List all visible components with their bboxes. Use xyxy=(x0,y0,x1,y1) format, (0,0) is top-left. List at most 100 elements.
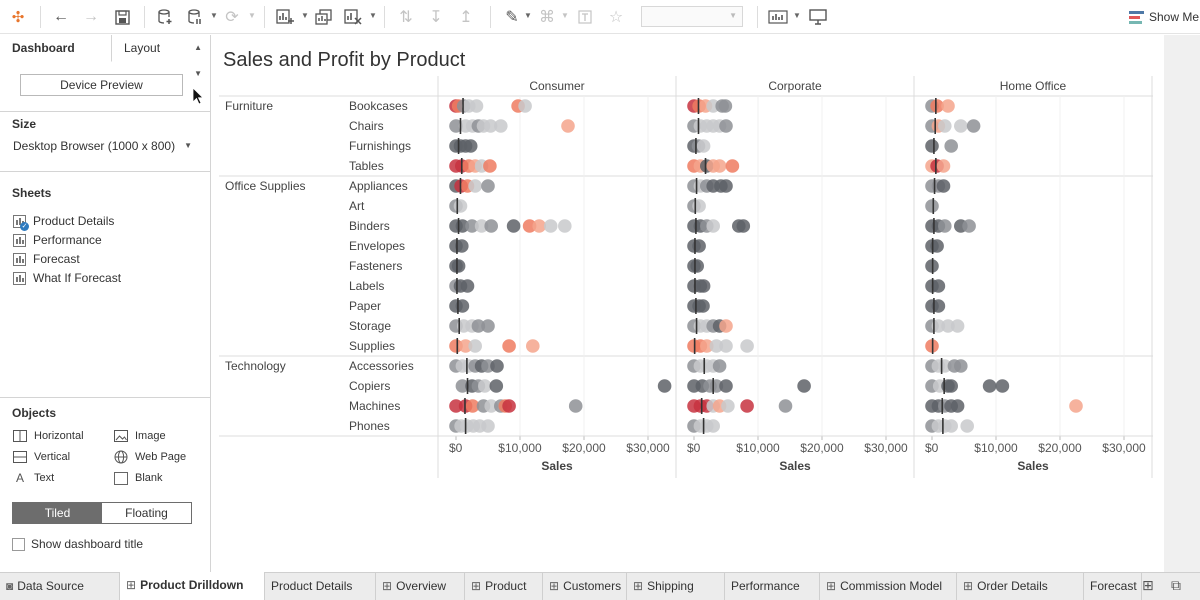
floating-button[interactable]: Floating xyxy=(102,503,191,523)
horizontal-container-icon xyxy=(13,430,27,443)
sheet-tab[interactable]: ⊞ Product xyxy=(465,573,543,600)
data-point xyxy=(931,299,946,313)
sheet-tab-label: Product xyxy=(485,579,527,593)
refresh-icon[interactable]: ⟳ xyxy=(225,9,239,26)
labels-icon[interactable] xyxy=(573,5,597,29)
duplicate-icon[interactable] xyxy=(312,5,336,29)
sheet-item-product-details[interactable]: ✓ Product Details xyxy=(13,212,114,231)
sort-ascending-icon[interactable]: ↧ xyxy=(429,9,443,26)
new-datasource-icon[interactable] xyxy=(153,5,177,29)
size-dropdown[interactable]: Desktop Browser (1000 x 800) ▼ xyxy=(13,139,198,153)
swap-icon[interactable]: ⇅ xyxy=(399,9,413,26)
subcategory-label: Accessories xyxy=(349,359,414,373)
sheet-tab[interactable]: Product Details xyxy=(265,573,376,600)
x-tick-label: $0 xyxy=(687,441,701,455)
data-point xyxy=(936,179,951,193)
sort-descending-icon[interactable]: ↥ xyxy=(459,9,473,26)
x-tick-label: $30,000 xyxy=(1102,441,1146,455)
sheet-item-forecast[interactable]: Forecast xyxy=(13,250,80,268)
sheet-tab-label: Order Details xyxy=(977,579,1048,593)
sheet-tab[interactable]: ⊞ Commission Model xyxy=(820,573,957,600)
sheet-tab[interactable]: ⊞ Shipping xyxy=(627,573,725,600)
x-tick-label: $30,000 xyxy=(626,441,670,455)
pause-datasource-icon[interactable] xyxy=(183,5,207,29)
dashboard-icon: ⊞ xyxy=(126,578,137,592)
dashboard-icon: ⊞ xyxy=(382,579,393,593)
data-point xyxy=(484,219,499,233)
show-me-button[interactable]: Show Me xyxy=(1129,8,1199,26)
pin-icon[interactable]: ☆ xyxy=(608,9,624,26)
show-dashboard-title-checkbox[interactable]: Show dashboard title xyxy=(12,537,143,551)
sheet-item-performance[interactable]: Performance xyxy=(13,231,102,249)
dashboard-icon: ⊞ xyxy=(633,579,644,593)
subcategory-label: Fasteners xyxy=(349,259,402,273)
segment-header: Consumer xyxy=(529,79,584,93)
data-point xyxy=(736,219,751,233)
object-horizontal[interactable]: Horizontal xyxy=(13,428,84,444)
object-text[interactable]: A Text xyxy=(13,470,54,486)
sheet-tab[interactable]: Performance xyxy=(725,573,820,600)
sheet-label: Forecast xyxy=(33,252,80,266)
chart-icon[interactable] xyxy=(766,5,790,29)
worksheet-icon: ✓ xyxy=(13,214,29,231)
data-point xyxy=(468,179,483,193)
data-point xyxy=(740,339,754,353)
sheet-tab[interactable]: ⊞ Customers xyxy=(543,573,627,600)
sheet-tab-label: Data Source xyxy=(17,579,84,593)
object-web-page[interactable]: Web Page xyxy=(114,449,186,465)
dashboard-icon: ⊞ xyxy=(826,579,837,593)
data-point xyxy=(719,179,733,193)
presentation-icon[interactable] xyxy=(806,5,830,29)
sheet-item-what-if-forecast[interactable]: What If Forecast xyxy=(13,269,121,287)
data-point xyxy=(982,379,997,393)
save-icon[interactable] xyxy=(110,5,134,29)
data-point xyxy=(690,259,704,273)
tab-layout[interactable]: Layout ▲ ▼ xyxy=(112,35,210,78)
forward-icon[interactable]: → xyxy=(83,8,99,25)
object-blank[interactable]: Blank xyxy=(114,470,163,486)
tiled-button[interactable]: Tiled xyxy=(13,503,102,523)
subcategory-label: Paper xyxy=(349,299,381,313)
x-axis-label: Sales xyxy=(779,459,811,473)
sheet-tab-label: Product Drilldown xyxy=(140,578,244,592)
tab-dashboard[interactable]: Dashboard xyxy=(0,35,112,62)
data-point xyxy=(950,319,965,333)
subcategory-label: Envelopes xyxy=(349,239,405,253)
data-point xyxy=(481,319,495,333)
fit-dropdown[interactable]: ▼ xyxy=(641,6,743,27)
worksheet-icon xyxy=(13,271,26,285)
data-point xyxy=(740,399,754,413)
tableau-logo-icon[interactable]: ✣ xyxy=(11,9,25,26)
new-dashboard-tab-icon[interactable]: ⧉ xyxy=(1171,577,1181,593)
category-label: Furniture xyxy=(225,99,273,113)
data-point xyxy=(931,319,946,333)
object-label: Horizontal xyxy=(34,430,84,442)
object-image[interactable]: Image xyxy=(114,428,166,444)
back-icon[interactable]: ← xyxy=(53,8,69,25)
blank-icon xyxy=(114,471,128,485)
data-point xyxy=(719,379,733,393)
clear-sheet-icon[interactable] xyxy=(341,5,365,29)
toolbar: ✣ ← → ▼ ⟳ ▼ ▼ ▼ ⇅ ↧ ↥ ✎ ▼ ⌘ ▼ ☆ ▼ ▼ xyxy=(0,0,1200,34)
category-label: Office Supplies xyxy=(225,179,306,193)
group-icon[interactable]: ⌘ xyxy=(539,9,555,26)
highlight-icon[interactable]: ✎ xyxy=(505,9,519,26)
sheet-tab[interactable]: ⊞ Product Drilldown xyxy=(120,572,265,600)
new-worksheet-icon[interactable] xyxy=(273,5,297,29)
data-point xyxy=(797,379,811,393)
new-worksheet-tab-icon[interactable]: ⊞ xyxy=(1142,577,1154,593)
x-tick-label: $10,000 xyxy=(974,441,1018,455)
subcategory-label: Chairs xyxy=(349,119,384,133)
sheet-tab[interactable]: ◙ Data Source xyxy=(0,573,120,600)
data-point xyxy=(506,219,521,233)
device-preview-button[interactable]: Device Preview xyxy=(20,74,183,96)
sheets-title: Sheets xyxy=(12,186,52,200)
object-vertical[interactable]: Vertical xyxy=(13,449,70,465)
image-icon xyxy=(114,430,128,443)
sheet-tab[interactable]: Forecast xyxy=(1084,573,1142,600)
sheet-tab[interactable]: ⊞ Overview xyxy=(376,573,465,600)
segment-header: Corporate xyxy=(768,79,822,93)
sheet-tab[interactable]: ⊞ Order Details xyxy=(957,573,1084,600)
data-point xyxy=(709,339,724,353)
